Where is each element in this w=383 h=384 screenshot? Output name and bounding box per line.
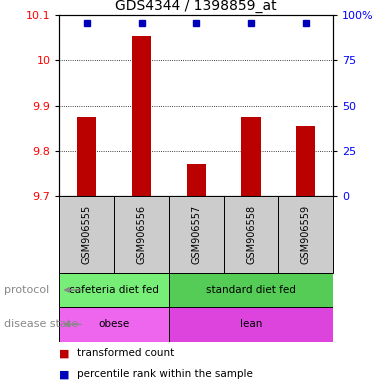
Bar — [77, 117, 97, 196]
Text: GSM906559: GSM906559 — [301, 205, 311, 264]
Title: GDS4344 / 1398859_at: GDS4344 / 1398859_at — [116, 0, 277, 13]
Text: GSM906555: GSM906555 — [82, 205, 92, 264]
Text: transformed count: transformed count — [77, 348, 174, 358]
Bar — [241, 117, 261, 196]
Text: ■: ■ — [59, 369, 70, 379]
Bar — [169, 273, 333, 307]
Text: standard diet fed: standard diet fed — [206, 285, 296, 295]
Bar — [59, 307, 169, 342]
Bar — [132, 36, 151, 196]
Bar — [169, 196, 224, 273]
Text: GSM906558: GSM906558 — [246, 205, 256, 264]
Text: GSM906556: GSM906556 — [136, 205, 147, 264]
Bar — [224, 196, 278, 273]
Bar — [296, 126, 316, 196]
Bar — [187, 164, 206, 196]
Bar — [169, 307, 333, 342]
Text: obese: obese — [98, 319, 130, 329]
Text: GSM906557: GSM906557 — [191, 205, 201, 264]
Text: percentile rank within the sample: percentile rank within the sample — [77, 369, 252, 379]
Bar — [59, 196, 114, 273]
Bar — [59, 273, 169, 307]
Text: ■: ■ — [59, 348, 70, 358]
Text: disease state: disease state — [4, 319, 78, 329]
Text: lean: lean — [240, 319, 262, 329]
Bar — [278, 196, 333, 273]
Bar — [114, 196, 169, 273]
Text: protocol: protocol — [4, 285, 49, 295]
Text: cafeteria diet fed: cafeteria diet fed — [69, 285, 159, 295]
